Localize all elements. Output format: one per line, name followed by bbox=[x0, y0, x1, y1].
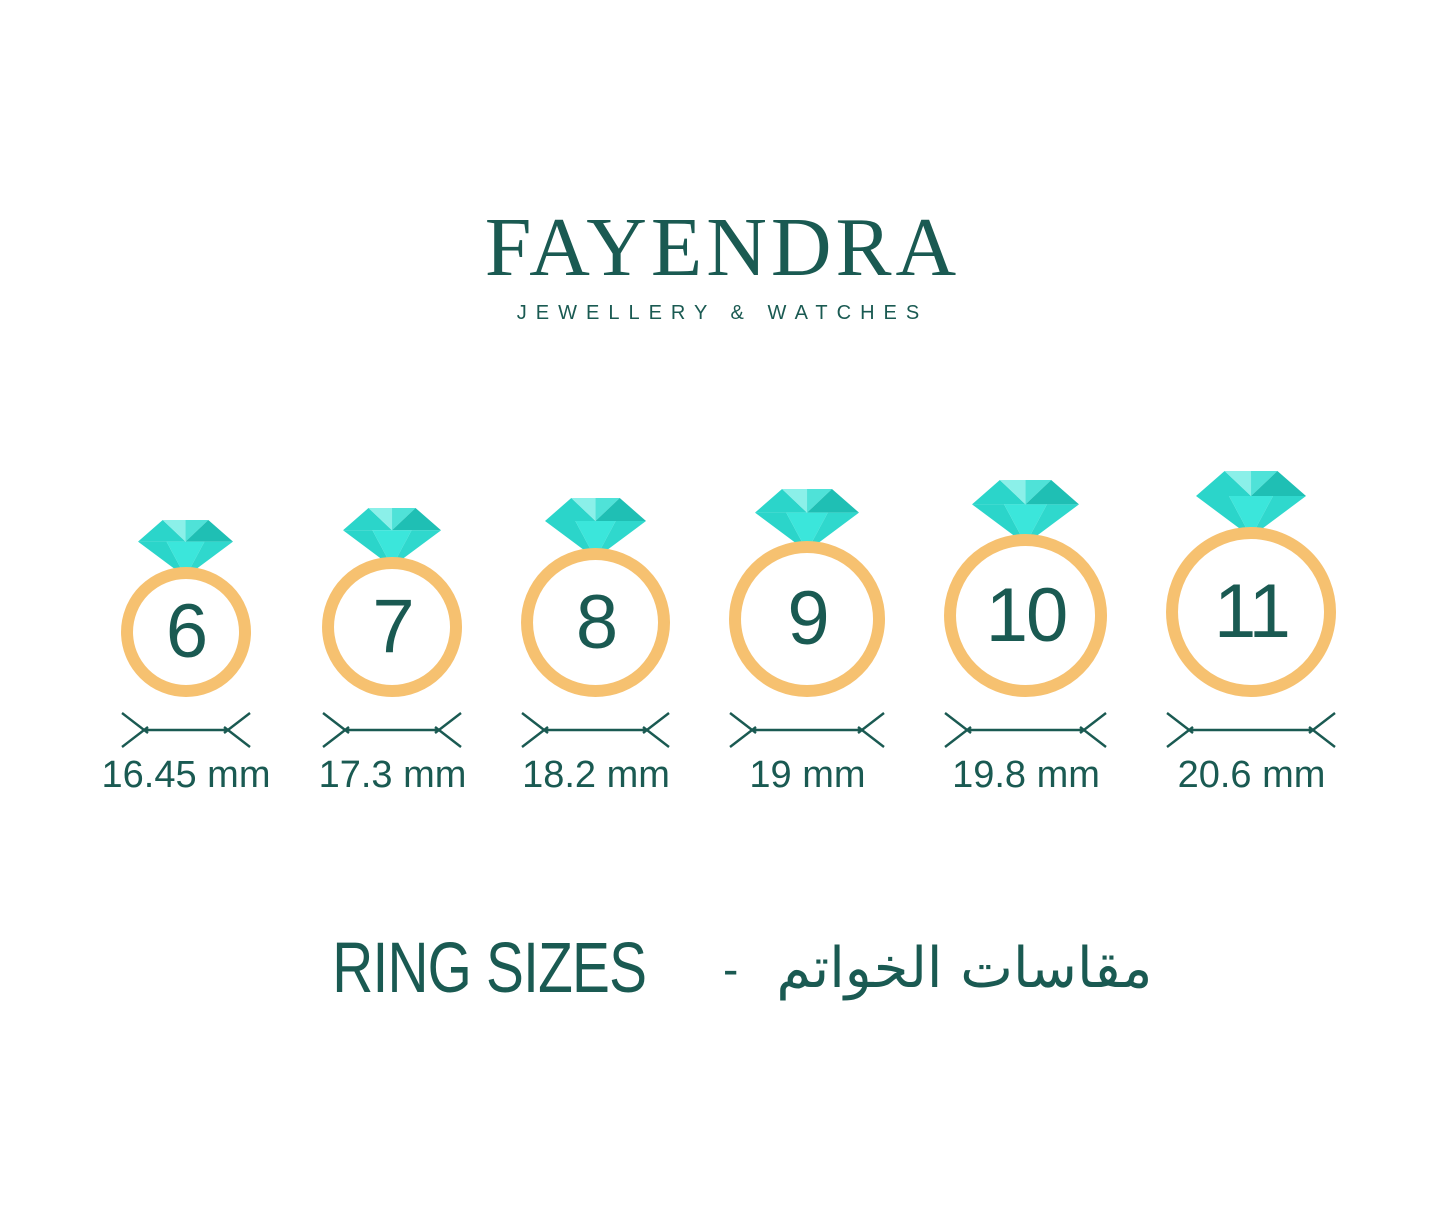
width-dimension-arrow bbox=[1166, 712, 1337, 749]
ring-size-number: 11 bbox=[1214, 569, 1291, 655]
brand-logo: FAYENDRA JEWELLERY & WATCHES bbox=[0, 206, 1445, 325]
width-dimension-arrow bbox=[121, 712, 251, 749]
ring-size-item: 10 19.8 mm bbox=[937, 480, 1114, 797]
ring-sizes-row: 6 16.45 mm 7 17.3 mm bbox=[102, 471, 1344, 797]
chart-title: RING SIZES - مقاسات الخواتم bbox=[0, 928, 1445, 1009]
ring-diameter-label: 19 mm bbox=[749, 754, 866, 797]
brand-name: FAYENDRA bbox=[484, 201, 961, 294]
diamond-gem-icon bbox=[1196, 471, 1307, 538]
ring-size-number: 7 bbox=[372, 584, 414, 670]
ring-size-number: 6 bbox=[165, 589, 208, 675]
ring-size-item: 9 19 mm bbox=[722, 488, 892, 797]
ring-size-item: 11 20.6 mm bbox=[1159, 471, 1343, 797]
width-dimension-arrow bbox=[729, 712, 886, 749]
brand-tagline: JEWELLERY & WATCHES bbox=[516, 302, 929, 324]
ring-band: 9 bbox=[729, 541, 886, 698]
ring-band: 8 bbox=[521, 548, 671, 698]
ring-diameter-label: 17.3 mm bbox=[318, 754, 467, 797]
ring-band: 10 bbox=[944, 534, 1108, 698]
ring-size-number: 10 bbox=[985, 572, 1069, 658]
ring-size-item: 7 17.3 mm bbox=[315, 508, 469, 797]
chart-title-english: RING SIZES bbox=[331, 929, 647, 1008]
ring-diameter-label: 16.45 mm bbox=[101, 754, 271, 797]
ring-size-number: 9 bbox=[787, 576, 829, 662]
ring-size-number: 8 bbox=[575, 579, 618, 665]
chart-title-arabic: مقاسات الخواتم bbox=[776, 936, 1153, 1001]
ring-diameter-label: 18.2 mm bbox=[522, 754, 670, 797]
ring-size-item: 6 16.45 mm bbox=[101, 520, 271, 797]
width-dimension-arrow bbox=[944, 712, 1108, 749]
ring-diameter-label: 19.8 mm bbox=[952, 754, 1100, 797]
ring-band: 6 bbox=[121, 567, 251, 698]
ring-band: 7 bbox=[322, 557, 463, 698]
ring-diameter-label: 20.6 mm bbox=[1177, 754, 1326, 797]
width-dimension-arrow bbox=[322, 712, 463, 749]
chart-title-separator: - bbox=[723, 942, 739, 995]
width-dimension-arrow bbox=[521, 712, 671, 749]
ring-band: 11 bbox=[1166, 527, 1337, 698]
ring-size-item: 8 18.2 mm bbox=[514, 497, 677, 797]
